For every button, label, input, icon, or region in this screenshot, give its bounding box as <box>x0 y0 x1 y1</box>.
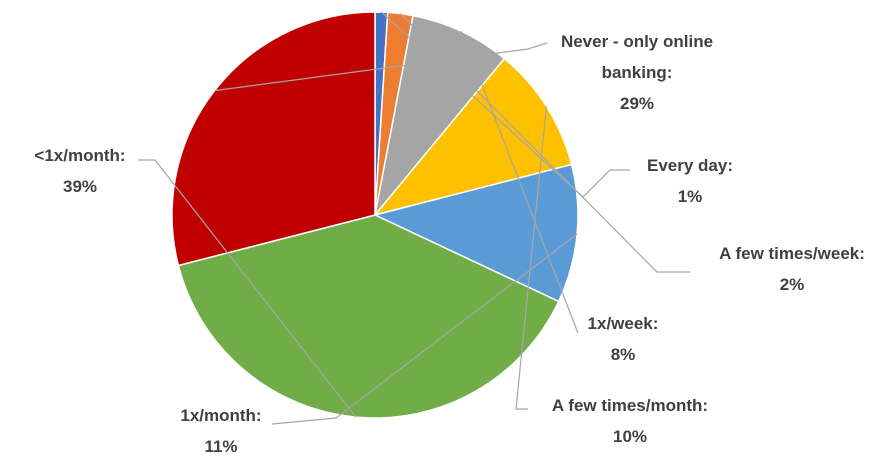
data-label-value: 39% <box>63 177 97 196</box>
data-label-a-few-times-month: A few times/month: 10% <box>552 396 708 446</box>
data-label-every-day: Every day: 1% <box>647 156 733 206</box>
leader-line-1x-week <box>460 31 579 334</box>
leader-line-never-only-online-banking <box>214 42 548 92</box>
data-label-value: 1% <box>678 187 703 206</box>
data-label-value: 10% <box>613 427 647 446</box>
data-labels: Every day: 1% A few times/week: 2% 1x/week: 8… <box>34 32 864 456</box>
data-label-name: 1x/month: <box>180 406 261 425</box>
pie-slices <box>171 11 579 419</box>
leader-line-1x-month <box>138 159 357 418</box>
data-label-1x-month: <1x/month: 39% <box>34 146 125 196</box>
data-label-name: 1x/week: <box>588 314 659 333</box>
data-label-1x-month: 1x/month: 11% <box>180 406 261 456</box>
data-label-name: Never - only online <box>561 32 713 51</box>
leader-line-every-day <box>380 11 630 198</box>
data-label-value: 29% <box>620 94 654 113</box>
data-label-name: banking: <box>602 63 673 82</box>
leader-lines <box>138 11 690 425</box>
data-label-value: 11% <box>204 437 237 456</box>
data-label-never-only-online-banking: Never - only online banking: 29% <box>561 32 713 113</box>
data-label-value: 8% <box>611 345 636 364</box>
data-label-name: Every day: <box>647 156 733 175</box>
data-label-name: A few times/week: <box>719 244 865 263</box>
data-label-name: A few times/month: <box>552 396 708 415</box>
data-label-value: 2% <box>780 275 805 294</box>
leader-line-a-few-times-month <box>515 106 547 410</box>
data-label-a-few-times-week: A few times/week: 2% <box>719 244 865 294</box>
leader-line-1x-month <box>271 233 578 425</box>
data-label-1x-week: 1x/week: 8% <box>588 314 659 364</box>
data-label-name: <1x/month: <box>34 146 125 165</box>
leader-line-a-few-times-week <box>399 13 690 273</box>
